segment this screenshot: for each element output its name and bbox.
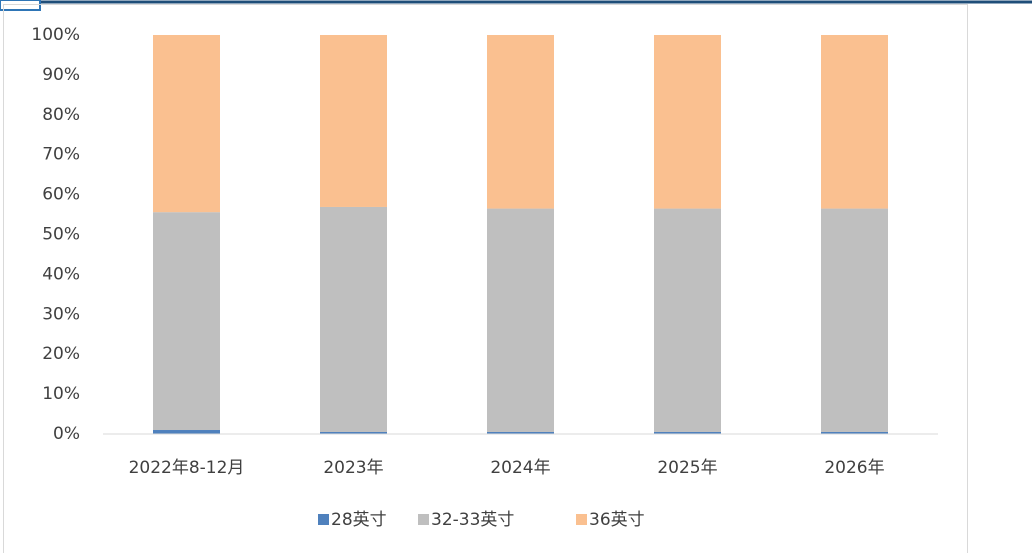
bar-segment bbox=[487, 35, 554, 209]
y-tick-label: 80% bbox=[42, 105, 80, 125]
bar-segment bbox=[821, 432, 888, 434]
legend-label: 36英寸 bbox=[589, 510, 645, 530]
x-tick-label: 2026年 bbox=[824, 458, 884, 478]
legend-swatch bbox=[418, 514, 429, 525]
legend-swatch bbox=[318, 514, 329, 525]
bar-segment bbox=[153, 35, 220, 213]
y-tick-label: 40% bbox=[42, 264, 80, 284]
y-tick-label: 0% bbox=[53, 424, 80, 444]
bar-segment bbox=[153, 430, 220, 434]
y-tick-label: 10% bbox=[42, 384, 80, 404]
bar-segment bbox=[654, 35, 721, 209]
x-tick-label: 2025年 bbox=[657, 458, 717, 478]
bar-segment bbox=[153, 212, 220, 431]
y-tick-label: 30% bbox=[42, 304, 80, 324]
y-tick-label: 90% bbox=[42, 65, 80, 85]
y-tick-label: 50% bbox=[42, 225, 80, 245]
bar-segment bbox=[487, 432, 554, 434]
x-tick-label: 2024年 bbox=[490, 458, 550, 478]
y-tick-label: 60% bbox=[42, 185, 80, 205]
y-tick-label: 100% bbox=[31, 25, 80, 45]
bar-segment bbox=[320, 432, 387, 434]
bar-segment bbox=[654, 208, 721, 433]
bar-segment bbox=[821, 35, 888, 209]
y-tick-label: 70% bbox=[42, 145, 80, 165]
x-tick-label: 2023年 bbox=[323, 458, 383, 478]
bar-segment bbox=[654, 432, 721, 434]
bar-segment bbox=[487, 208, 554, 433]
legend-swatch bbox=[576, 514, 587, 525]
y-tick-label: 20% bbox=[42, 344, 80, 364]
x-tick-label: 2022年8-12月 bbox=[129, 458, 245, 478]
bar-segment bbox=[821, 208, 888, 433]
legend-label: 28英寸 bbox=[331, 510, 387, 530]
bar-segment bbox=[320, 206, 387, 433]
legend-label: 32-33英寸 bbox=[431, 510, 514, 530]
bar-segment bbox=[320, 35, 387, 207]
